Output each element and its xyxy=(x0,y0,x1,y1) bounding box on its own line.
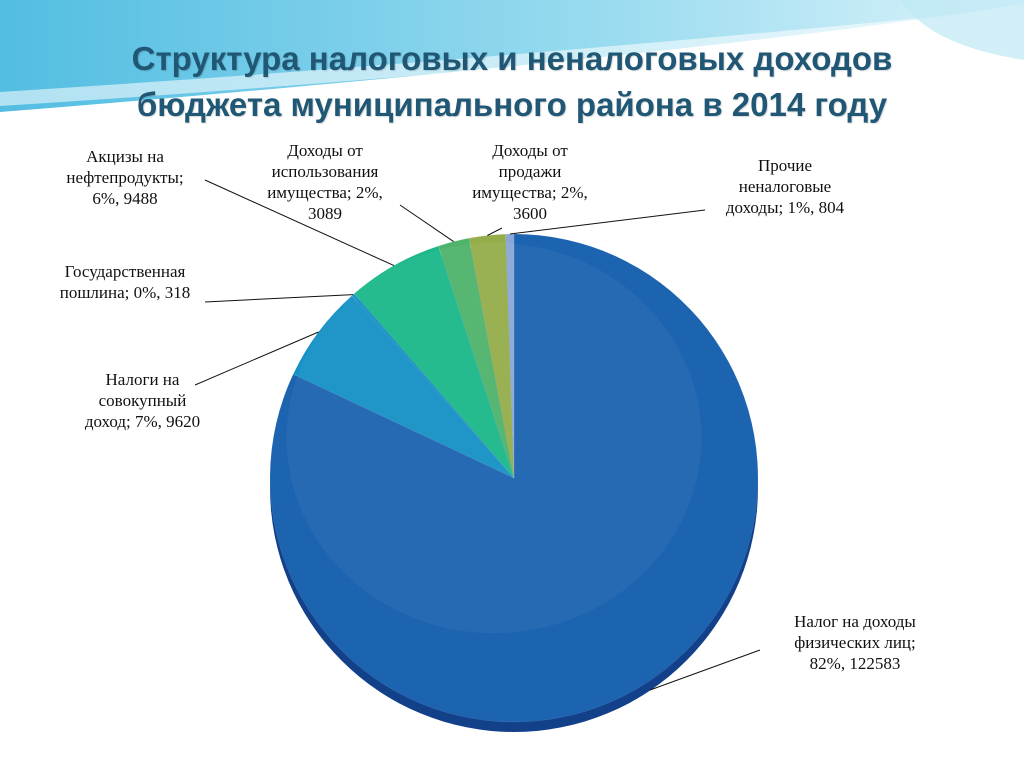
slice-label-excise-line-2: нефтепродукты; xyxy=(66,168,184,187)
slice-label-property-sale-income-line-2: продажи xyxy=(498,162,562,181)
slice-label-property-use-income-line-3: имущества; 2%, xyxy=(267,183,383,202)
slice-label-property-use-income: Доходы от использования имущества; 2%, 3… xyxy=(240,140,410,224)
slice-label-other-nontax-income-line-3: доходы; 1%, 804 xyxy=(725,198,845,217)
slice-label-property-sale-income-line-1: Доходы от xyxy=(492,141,568,160)
pie-slice-income-tax xyxy=(269,233,759,723)
pie-slice-property-sale-income xyxy=(468,233,515,479)
chart-title: Структура налоговых и неналоговых доходо… xyxy=(0,36,1024,128)
slice-label-aggregate-income-tax-line-3: доход; 7%, 9620 xyxy=(84,412,201,431)
slice-label-property-use-income-line-4: 3089 xyxy=(308,204,342,223)
chart-title-line-2: бюджета муниципального района в 2014 год… xyxy=(136,86,888,123)
slice-label-property-sale-income-line-3: имущества; 2%, xyxy=(472,183,588,202)
slice-label-income-tax-line-2: физических лиц; xyxy=(794,633,916,652)
pie-slice-other-nontax-income xyxy=(505,233,515,479)
slice-label-state-duty-line-2: пошлина; 0%, 318 xyxy=(59,283,191,302)
leader-line-property-sale-income xyxy=(487,227,503,236)
leader-line-property-use-income xyxy=(399,204,454,243)
leader-line-excise xyxy=(204,179,395,267)
leader-line-state-duty xyxy=(204,294,354,303)
slice-label-aggregate-income-tax: Налоги на совокупный доход; 7%, 9620 xyxy=(60,369,225,432)
slice-label-other-nontax-income-line-1: Прочие xyxy=(757,156,813,175)
slice-label-income-tax-line-3: 82%, 122583 xyxy=(809,654,901,673)
pie-slice-state-duty xyxy=(351,293,515,479)
slice-label-aggregate-income-tax-line-2: совокупный xyxy=(98,391,187,410)
slice-label-other-nontax-income: Прочие неналоговые доходы; 1%, 804 xyxy=(700,155,870,218)
slice-label-other-nontax-income-line-2: неналоговые xyxy=(738,177,832,196)
leader-line-aggregate-income-tax xyxy=(194,331,319,386)
slice-label-income-tax-line-1: Налог на доходы xyxy=(794,612,916,631)
slice-label-property-sale-income-line-4: 3600 xyxy=(513,204,547,223)
slice-label-excise-line-3: 6%, 9488 xyxy=(92,189,158,208)
leader-line-income-tax xyxy=(649,649,761,691)
slice-label-aggregate-income-tax-line-1: Налоги на xyxy=(105,370,180,389)
slice-label-property-use-income-line-1: Доходы от xyxy=(287,141,363,160)
chart-title-line-1: Структура налоговых и неналоговых доходо… xyxy=(131,40,893,77)
slice-label-state-duty: Государственная пошлина; 0%, 318 xyxy=(30,261,220,303)
pie-highlight xyxy=(286,242,702,634)
slice-label-property-use-income-line-2: использования xyxy=(271,162,379,181)
slice-label-property-sale-income: Доходы от продажи имущества; 2%, 3600 xyxy=(445,140,615,224)
slice-label-excise: Акцизы на нефтепродукты; 6%, 9488 xyxy=(35,146,215,209)
leader-line-other-nontax-income xyxy=(509,209,706,235)
pie-slice-property-use-income xyxy=(438,237,515,479)
slice-label-income-tax: Налог на доходы физических лиц; 82%, 122… xyxy=(765,611,945,674)
slice-label-state-duty-line-1: Государственная xyxy=(64,262,186,281)
slice-label-excise-line-1: Акцизы на xyxy=(86,147,164,166)
pie-slice-aggregate-income-tax xyxy=(292,295,515,479)
